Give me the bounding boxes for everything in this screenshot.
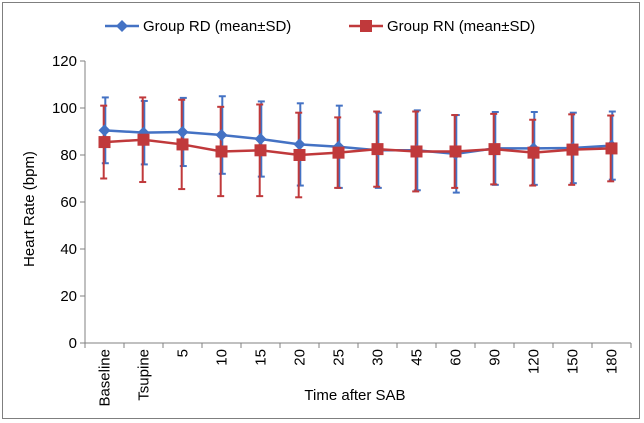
- data-point-square: [98, 136, 111, 149]
- x-tick-label: Tsupine: [136, 349, 153, 401]
- x-tick-label: 90: [487, 349, 504, 366]
- data-point-square: [527, 146, 540, 159]
- legend: Group RD (mean±SD) Group RN (mean±SD): [105, 18, 535, 35]
- data-point-square: [254, 144, 267, 157]
- data-point-square: [332, 146, 345, 159]
- x-tick-label: 180: [604, 349, 621, 374]
- legend-label: Group RD (mean±SD): [143, 18, 291, 35]
- x-tick-label: 150: [565, 349, 582, 374]
- heart-rate-chart: Group RD (mean±SD) Group RN (mean±SD) 0 20…: [21, 18, 632, 407]
- x-axis-label: Time after SAB: [304, 387, 405, 404]
- axes: 0 20 40 60 80 100 120 Baseline Tsupine 5 10 15 20 25 3…: [52, 53, 632, 407]
- x-tick-label: 15: [253, 349, 270, 366]
- y-axis-label: Heart Rate (bpm): [21, 151, 38, 267]
- y-tick-label: 120: [52, 53, 77, 70]
- x-tick-label: 120: [526, 349, 543, 374]
- legend-label: Group RN (mean±SD): [387, 18, 535, 35]
- data-point-diamond: [254, 133, 267, 146]
- data-point-square: [293, 149, 306, 161]
- chart-frame: Group RD (mean±SD) Group RN (mean±SD) 0 20…: [2, 2, 640, 419]
- series-lines: [104, 129, 612, 157]
- data-point-square: [371, 143, 384, 156]
- series-line: [104, 129, 612, 156]
- legend-marker-diamond: [116, 20, 128, 32]
- data-point-square: [605, 142, 618, 155]
- data-point-square: [488, 143, 501, 156]
- data-point-diamond: [176, 125, 189, 138]
- data-point-diamond: [293, 138, 306, 151]
- x-tick-label: 5: [175, 349, 192, 357]
- x-tick-label: 25: [331, 349, 348, 366]
- x-tick-label: 20: [292, 349, 309, 366]
- data-point-square: [566, 143, 579, 156]
- series-markers: [98, 124, 618, 161]
- data-point-square: [215, 145, 228, 158]
- y-tick-label: 100: [52, 100, 77, 117]
- data-point-square: [176, 138, 189, 151]
- y-tick-label: 20: [60, 288, 77, 305]
- legend-marker-square: [360, 20, 372, 32]
- data-point-square: [410, 145, 423, 158]
- x-tick-label: 45: [409, 349, 426, 366]
- y-tick-label: 80: [60, 147, 77, 164]
- data-point-diamond: [98, 124, 111, 137]
- y-tick-label: 60: [60, 194, 77, 211]
- data-point-square: [137, 133, 150, 146]
- x-tick-label: 10: [214, 349, 231, 366]
- series-line: [104, 138, 612, 157]
- y-tick-label: 0: [69, 335, 77, 352]
- x-tick-label: 60: [448, 349, 465, 366]
- data-point-square: [449, 145, 462, 158]
- x-tick-label: 30: [370, 349, 387, 366]
- y-tick-label: 40: [60, 241, 77, 258]
- x-tick-label: Baseline: [97, 349, 114, 407]
- data-point-diamond: [215, 129, 228, 142]
